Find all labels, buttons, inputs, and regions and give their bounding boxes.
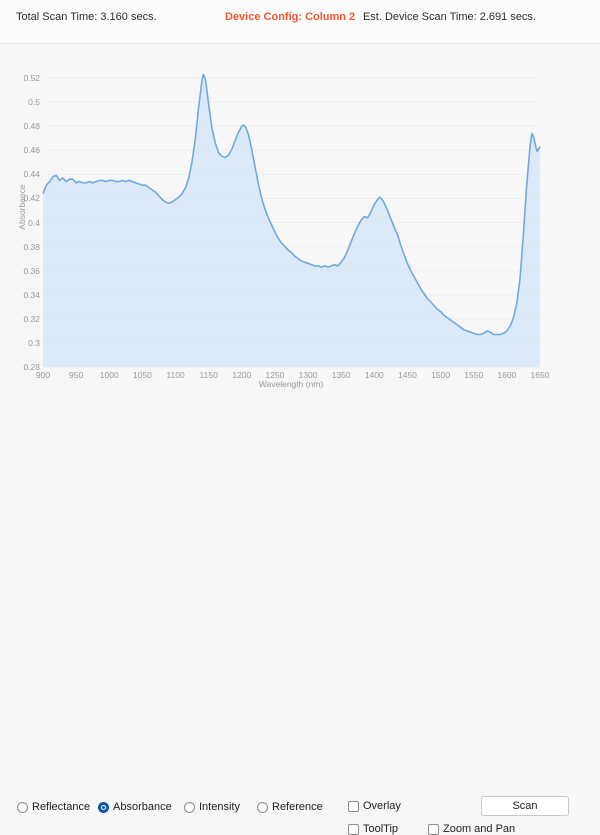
header-bar: Total Scan Time: 3.160 secs. Device Conf… <box>0 0 600 44</box>
y-tick-label: 0.4 <box>28 217 40 228</box>
x-tick-label: 1600 <box>497 370 517 380</box>
radio-intensity[interactable]: Intensity <box>184 801 240 813</box>
radio-reflectance-icon[interactable] <box>17 801 28 813</box>
x-tick-label: 1150 <box>199 370 218 380</box>
checkbox-tooltip-icon[interactable] <box>348 823 359 835</box>
y-tick-label: 0.28 <box>23 362 40 372</box>
radio-intensity-label: Intensity <box>199 801 240 813</box>
control-bar: Reflectance Absorbance Intensity Referen… <box>0 395 600 835</box>
x-tick-label: 1400 <box>364 370 384 380</box>
checkbox-tooltip-label: ToolTip <box>363 823 399 835</box>
y-tick-label: 0.38 <box>23 241 40 252</box>
x-tick-label: 1500 <box>431 370 451 380</box>
y-axis-title: Absorbance <box>17 184 27 230</box>
checkbox-zoom-pan-icon[interactable] <box>428 823 439 835</box>
checkbox-overlay-icon[interactable] <box>348 800 359 812</box>
x-tick-label: 1350 <box>331 370 351 380</box>
y-tick-label: 0.42 <box>23 193 40 204</box>
radio-absorbance[interactable]: Absorbance <box>98 801 172 813</box>
x-axis-title: Wavelength (nm) <box>258 379 324 389</box>
x-tick-label: 1450 <box>397 370 417 380</box>
y-tick-label: 0.32 <box>23 313 40 324</box>
y-tick-label: 0.48 <box>23 121 40 132</box>
radio-intensity-icon[interactable] <box>184 801 195 813</box>
spectrum-plot-area <box>42 73 541 368</box>
spectrum-chart: 0.52 0.5 0.48 0.46 0.44 0.42 0.4 0.38 0.36 0.34 0.… <box>17 73 550 389</box>
checkbox-zoom-pan[interactable]: Zoom and Pan <box>428 823 515 835</box>
checkbox-zoom-pan-label: Zoom and Pan <box>443 823 516 835</box>
x-tick-label: 1100 <box>166 370 185 380</box>
scan-button[interactable]: Scan <box>481 796 569 816</box>
radio-reference[interactable]: Reference <box>257 801 323 813</box>
y-tick-label: 0.36 <box>23 265 40 276</box>
checkbox-overlay-label: Overlay <box>363 800 401 812</box>
x-tick-label: 900 <box>35 370 51 380</box>
x-tick-label: 1300 <box>298 370 318 380</box>
y-tick-label: 0.5 <box>28 97 40 108</box>
y-tick-label: 0.46 <box>23 145 40 156</box>
x-tick-label: 1650 <box>530 370 550 380</box>
radio-reflectance[interactable]: Reflectance <box>17 801 90 813</box>
y-tick-label: 0.44 <box>23 169 40 180</box>
radio-absorbance-label: Absorbance <box>113 801 172 813</box>
radio-reference-icon[interactable] <box>257 801 268 813</box>
est-device-scan-time: Est. Device Scan Time: 2.691 secs. <box>362 11 536 23</box>
y-tick-label: 0.34 <box>23 289 40 300</box>
x-tick-label: 1250 <box>265 370 285 380</box>
y-tick-label: 0.52 <box>23 73 40 83</box>
radio-reference-label: Reference <box>272 801 323 813</box>
spectrum-area-fill <box>43 74 540 368</box>
x-tick-label: 1200 <box>232 370 252 380</box>
checkbox-tooltip[interactable]: ToolTip <box>348 823 398 835</box>
spectrum-line <box>42 73 541 336</box>
radio-absorbance-icon[interactable] <box>98 801 109 813</box>
checkbox-overlay[interactable]: Overlay <box>348 800 401 812</box>
total-scan-time: Total Scan Time: 3.160 secs. <box>16 11 157 23</box>
y-tick-label: 0.3 <box>28 337 40 348</box>
x-tick-label: 950 <box>69 370 84 380</box>
device-config-label: Device Config: Column 2 <box>225 11 356 23</box>
x-tick-label: 1050 <box>132 370 152 380</box>
x-tick-label: 1550 <box>464 370 484 380</box>
x-tick-label: 1000 <box>99 370 119 380</box>
radio-reflectance-label: Reflectance <box>32 801 91 813</box>
